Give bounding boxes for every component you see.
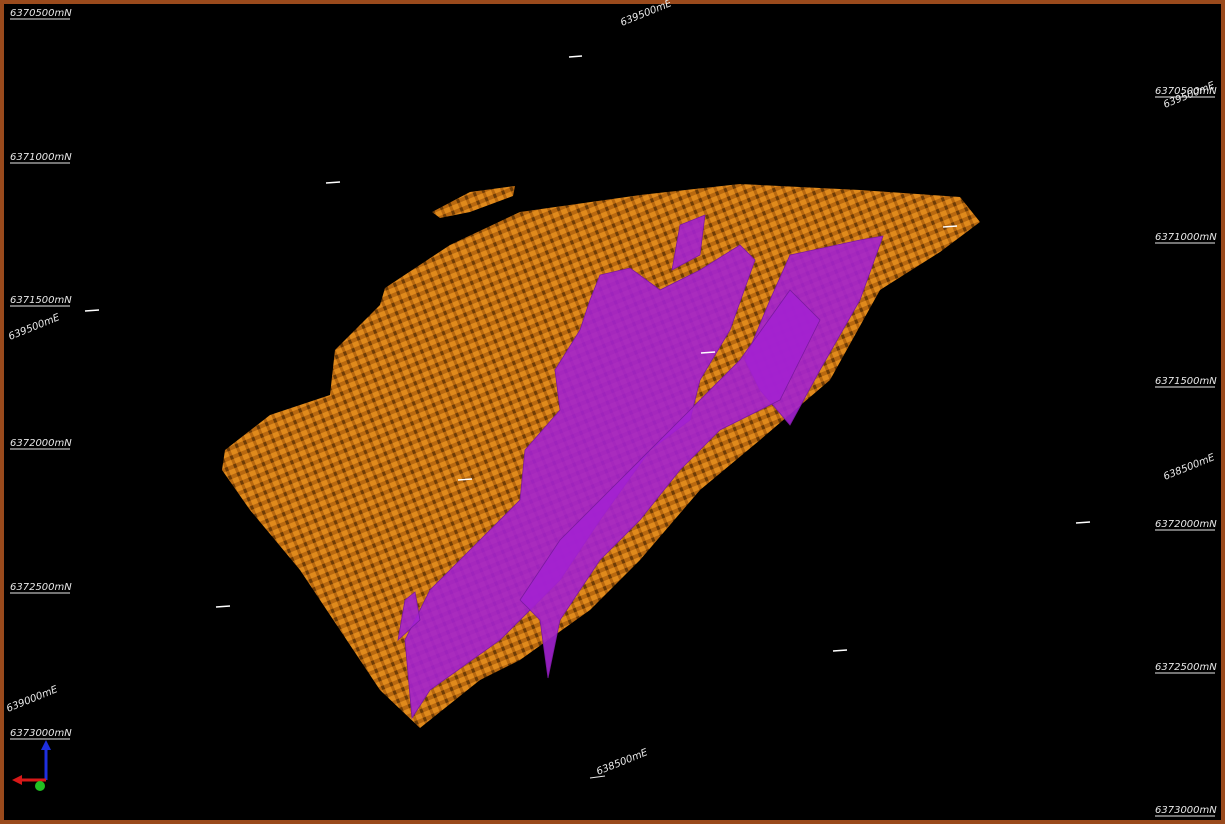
grid-label: 6372500mN	[1155, 662, 1217, 673]
marker	[1075, 521, 1091, 524]
markers	[84, 55, 1091, 652]
block-fragment	[432, 186, 515, 218]
ore-solid	[397, 591, 421, 642]
marker	[215, 605, 231, 608]
marker	[84, 309, 100, 312]
grid-label: 6372500mN	[10, 582, 72, 593]
ore-solid	[519, 289, 821, 679]
grid-label: 6370500mN	[1155, 86, 1217, 97]
grid-label: 6370500mN	[10, 8, 72, 19]
ore-solids	[397, 214, 884, 720]
axis-x-head	[12, 775, 22, 785]
label-underline	[589, 775, 606, 779]
grid-label: 6371500mN	[10, 295, 72, 306]
ore-solid	[671, 214, 706, 271]
grid-label: 6373000mN	[1155, 805, 1217, 816]
grid-label: 6373000mN	[10, 728, 72, 739]
marker	[457, 478, 473, 481]
marker	[325, 181, 341, 184]
axis-triad	[12, 740, 51, 791]
grid-label: 6371000mN	[1155, 232, 1217, 243]
marker	[568, 55, 583, 58]
ore-solid	[404, 244, 756, 720]
axis-y	[35, 781, 45, 791]
grid-label: 6372000mN	[1155, 519, 1217, 530]
grid-label: 6372000mN	[10, 438, 72, 449]
marker	[700, 351, 716, 354]
grid-label: 6371500mN	[1155, 376, 1217, 387]
marker	[832, 649, 848, 652]
axis-z-head	[41, 740, 51, 750]
grid-label: 6371000mN	[10, 152, 72, 163]
marker	[942, 225, 958, 228]
